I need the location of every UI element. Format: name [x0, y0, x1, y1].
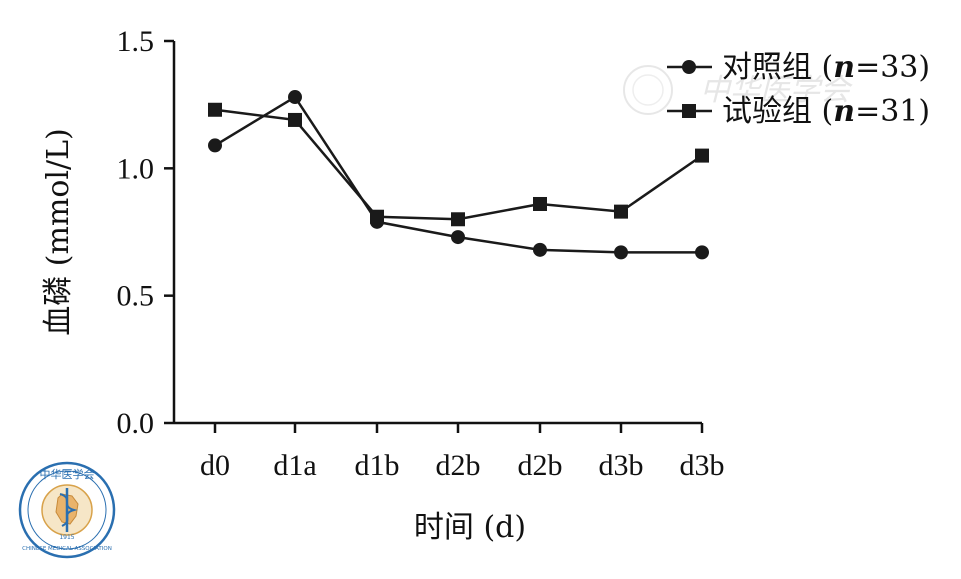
x-tick-label: d3b — [599, 449, 644, 482]
data-point — [533, 242, 547, 257]
data-point — [208, 102, 222, 117]
legend-marker-circle — [682, 60, 696, 74]
data-point — [695, 148, 709, 163]
x-ticks: d0 d1a d1b d2b d2b d3b d3b — [200, 423, 725, 482]
y-tick-label: 0.0 — [117, 407, 155, 440]
data-point — [451, 212, 465, 227]
x-tick-label: d2b — [518, 449, 563, 482]
x-tick-label: d1b — [355, 449, 400, 482]
x-tick-label: d2b — [436, 449, 481, 482]
watermark-text: 中华医学会 — [700, 73, 853, 108]
y-ticks: 0.0 0.5 1.0 1.5 — [117, 25, 174, 440]
chinese-medical-association-watermark-icon — [623, 65, 673, 115]
series-test — [208, 102, 709, 227]
chinese-medical-association-logo-icon: 中华医学会 CHINESE MEDICAL ASSOCIATION 1915 — [18, 461, 116, 559]
legend-label-control: 对照组 (n=33) — [722, 50, 930, 85]
y-tick-label: 1.0 — [117, 152, 155, 185]
y-tick-label: 1.5 — [117, 25, 155, 58]
logo-text-top: 中华医学会 — [40, 467, 95, 481]
legend-item-control: 对照组 (n=33) — [667, 50, 930, 85]
x-tick-label: d1a — [273, 449, 316, 482]
x-axis-title: 时间 (d) — [414, 510, 526, 545]
legend: 对照组 (n=33) 试验组 (n=31) — [667, 50, 930, 129]
data-point — [451, 230, 465, 245]
data-point — [370, 209, 384, 224]
data-point — [695, 245, 709, 260]
y-axis-title: 血磷 (mmol/L) — [41, 128, 76, 336]
x-tick-label: d3b — [680, 449, 725, 482]
legend-marker-square — [682, 104, 696, 118]
series-control — [208, 90, 709, 260]
x-tick-label: d0 — [200, 449, 230, 482]
data-point — [614, 245, 628, 260]
data-point — [288, 112, 302, 127]
data-point — [208, 138, 222, 153]
watermark: 中华医学会 — [623, 65, 853, 115]
logo-text-bottom: CHINESE MEDICAL ASSOCIATION — [22, 546, 112, 552]
series-group — [208, 90, 709, 260]
logo-year: 1915 — [59, 534, 74, 541]
legend-item-test: 试验组 (n=31) — [667, 94, 930, 129]
y-tick-label: 0.5 — [117, 280, 155, 313]
data-point — [533, 196, 547, 211]
legend-label-test: 试验组 (n=31) — [722, 94, 930, 129]
data-point — [614, 204, 628, 219]
data-point — [288, 90, 302, 105]
